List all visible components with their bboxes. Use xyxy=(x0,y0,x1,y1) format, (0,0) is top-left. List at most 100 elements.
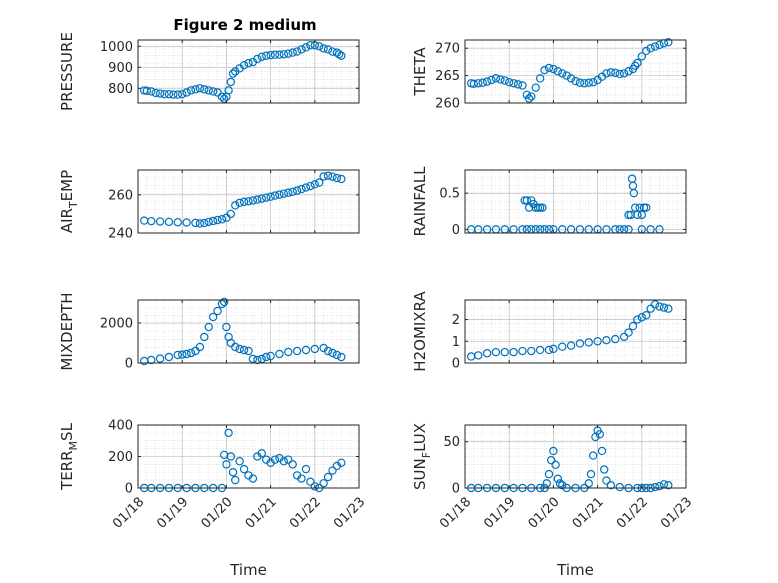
data-point xyxy=(219,94,229,104)
x-axis-label: Time xyxy=(229,561,267,579)
data-point xyxy=(173,90,182,99)
data-point xyxy=(244,58,253,68)
y-axis-label: RAINFALL xyxy=(411,166,429,237)
data-point xyxy=(208,216,218,226)
data-point xyxy=(633,58,642,68)
data-point xyxy=(491,74,501,83)
subplot-6: 0 1 2 H2OMIXRA xyxy=(411,291,687,372)
data-point xyxy=(142,86,152,96)
data-point xyxy=(584,479,593,488)
data-point xyxy=(186,86,196,95)
data-point xyxy=(538,203,547,212)
data-point xyxy=(310,344,319,354)
data-point xyxy=(164,352,174,362)
data-point xyxy=(611,334,620,344)
data-point xyxy=(478,78,487,87)
data-point xyxy=(200,218,209,228)
data-point xyxy=(306,41,315,50)
y-tick-label: 200 xyxy=(108,450,133,465)
data-point xyxy=(522,196,532,205)
data-point xyxy=(337,458,346,467)
data-point xyxy=(474,351,483,360)
data-point xyxy=(474,79,483,88)
data-point xyxy=(239,464,249,474)
data-point xyxy=(270,455,280,464)
data-series xyxy=(139,297,346,366)
data-point xyxy=(524,94,534,103)
data-point xyxy=(562,71,571,80)
data-point xyxy=(482,77,492,86)
data-point xyxy=(239,345,249,355)
data-point xyxy=(231,201,240,210)
y-tick-label: 270 xyxy=(435,42,460,57)
data-point xyxy=(310,482,319,491)
data-point xyxy=(284,455,293,464)
data-point xyxy=(527,346,536,356)
data-point xyxy=(244,197,253,206)
data-point xyxy=(173,350,182,360)
data-point xyxy=(231,342,240,352)
data-point xyxy=(266,50,275,60)
data-point xyxy=(323,472,333,482)
data-point xyxy=(315,178,324,187)
y-tick-label: 1000 xyxy=(100,40,133,55)
data-point xyxy=(664,481,673,490)
data-point xyxy=(279,189,289,198)
y-tick-label: 260 xyxy=(108,188,133,203)
data-point xyxy=(228,468,238,477)
y-tick-label: 400 xyxy=(108,419,133,434)
data-point xyxy=(297,474,306,483)
data-point xyxy=(288,460,297,469)
data-point xyxy=(323,346,333,356)
y-axis-label: TERRMSL xyxy=(58,422,80,491)
data-point xyxy=(482,349,492,358)
data-point xyxy=(606,68,616,77)
data-point xyxy=(540,65,549,75)
minor-grid xyxy=(464,425,686,488)
data-point xyxy=(555,479,565,488)
data-series xyxy=(466,37,673,103)
y-tick-label: 2 xyxy=(452,313,460,328)
y-tick-label: 0 xyxy=(125,482,133,497)
data-point xyxy=(633,210,642,220)
y-tick-label: 0.5 xyxy=(439,187,460,202)
data-point xyxy=(244,346,253,356)
data-point xyxy=(602,476,611,485)
data-point xyxy=(270,191,280,200)
data-point xyxy=(257,194,266,203)
data-point xyxy=(270,50,280,59)
data-point xyxy=(595,430,605,439)
x-axis-label: Time xyxy=(556,561,594,579)
data-point xyxy=(257,449,266,458)
data-point xyxy=(224,428,233,438)
data-point xyxy=(655,40,664,50)
data-point xyxy=(147,355,156,365)
data-point xyxy=(542,479,551,488)
data-point xyxy=(328,466,337,475)
data-point xyxy=(266,192,275,201)
data-point xyxy=(204,217,213,227)
data-point xyxy=(261,352,271,362)
data-point xyxy=(292,346,302,356)
data-point xyxy=(664,304,673,313)
data-point xyxy=(155,354,165,363)
y-axis-label: PRESSURE xyxy=(58,32,76,111)
data-point xyxy=(301,183,311,192)
data-point xyxy=(328,348,337,358)
data-point xyxy=(558,69,567,78)
data-point xyxy=(164,217,174,227)
data-point xyxy=(306,181,315,191)
data-point xyxy=(208,312,218,322)
y-tick-label: 50 xyxy=(443,435,460,450)
data-point xyxy=(195,84,205,93)
data-point xyxy=(164,89,174,99)
data-point xyxy=(659,303,669,312)
data-point xyxy=(518,346,527,356)
data-point xyxy=(257,52,266,62)
data-point xyxy=(546,456,556,465)
data-point xyxy=(615,482,624,492)
data-point xyxy=(575,339,585,348)
data-point xyxy=(182,349,191,359)
data-point xyxy=(288,48,297,57)
data-point xyxy=(288,187,297,196)
